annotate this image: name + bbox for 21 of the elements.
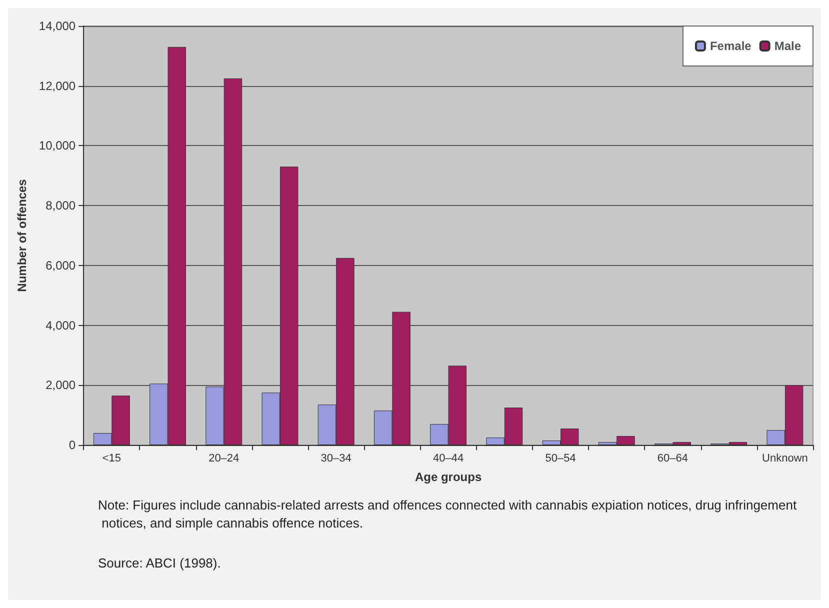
x-tick-label: 50–54 [545,452,576,464]
x-tick-label: 30–34 [320,452,352,464]
y-tick-label: 10,000 [38,138,76,153]
x-tick-label: <15 [102,452,121,464]
x-tick-label: 40–44 [433,452,464,464]
x-tick-label: 60–64 [657,452,688,464]
y-tick-label: 6,000 [46,258,76,272]
x-tick-label: Unknown [762,452,808,464]
source-note: Source: ABCI (1998). [98,556,221,570]
legend-label: Female [710,39,752,53]
x-tick-label: 20–24 [208,452,240,464]
legend-label: Male [774,39,802,53]
y-tick-label: 4,000 [46,318,76,332]
y-axis-title: Number of offences [15,178,29,292]
y-tick-label: 12,000 [38,78,76,93]
text: Note: Figures include cannabis-related arrests and offences connected with cannabis expiation notices, drug infringement notices, and simple cannabis offence notices. [98,498,797,530]
y-tick-label: 8,000 [46,198,76,213]
y-tick-label: 14,000 [38,19,76,33]
y-tick-label: 0 [68,438,76,452]
y-tick-label: 2,000 [46,378,76,392]
x-axis-title: Age groups [414,470,482,484]
